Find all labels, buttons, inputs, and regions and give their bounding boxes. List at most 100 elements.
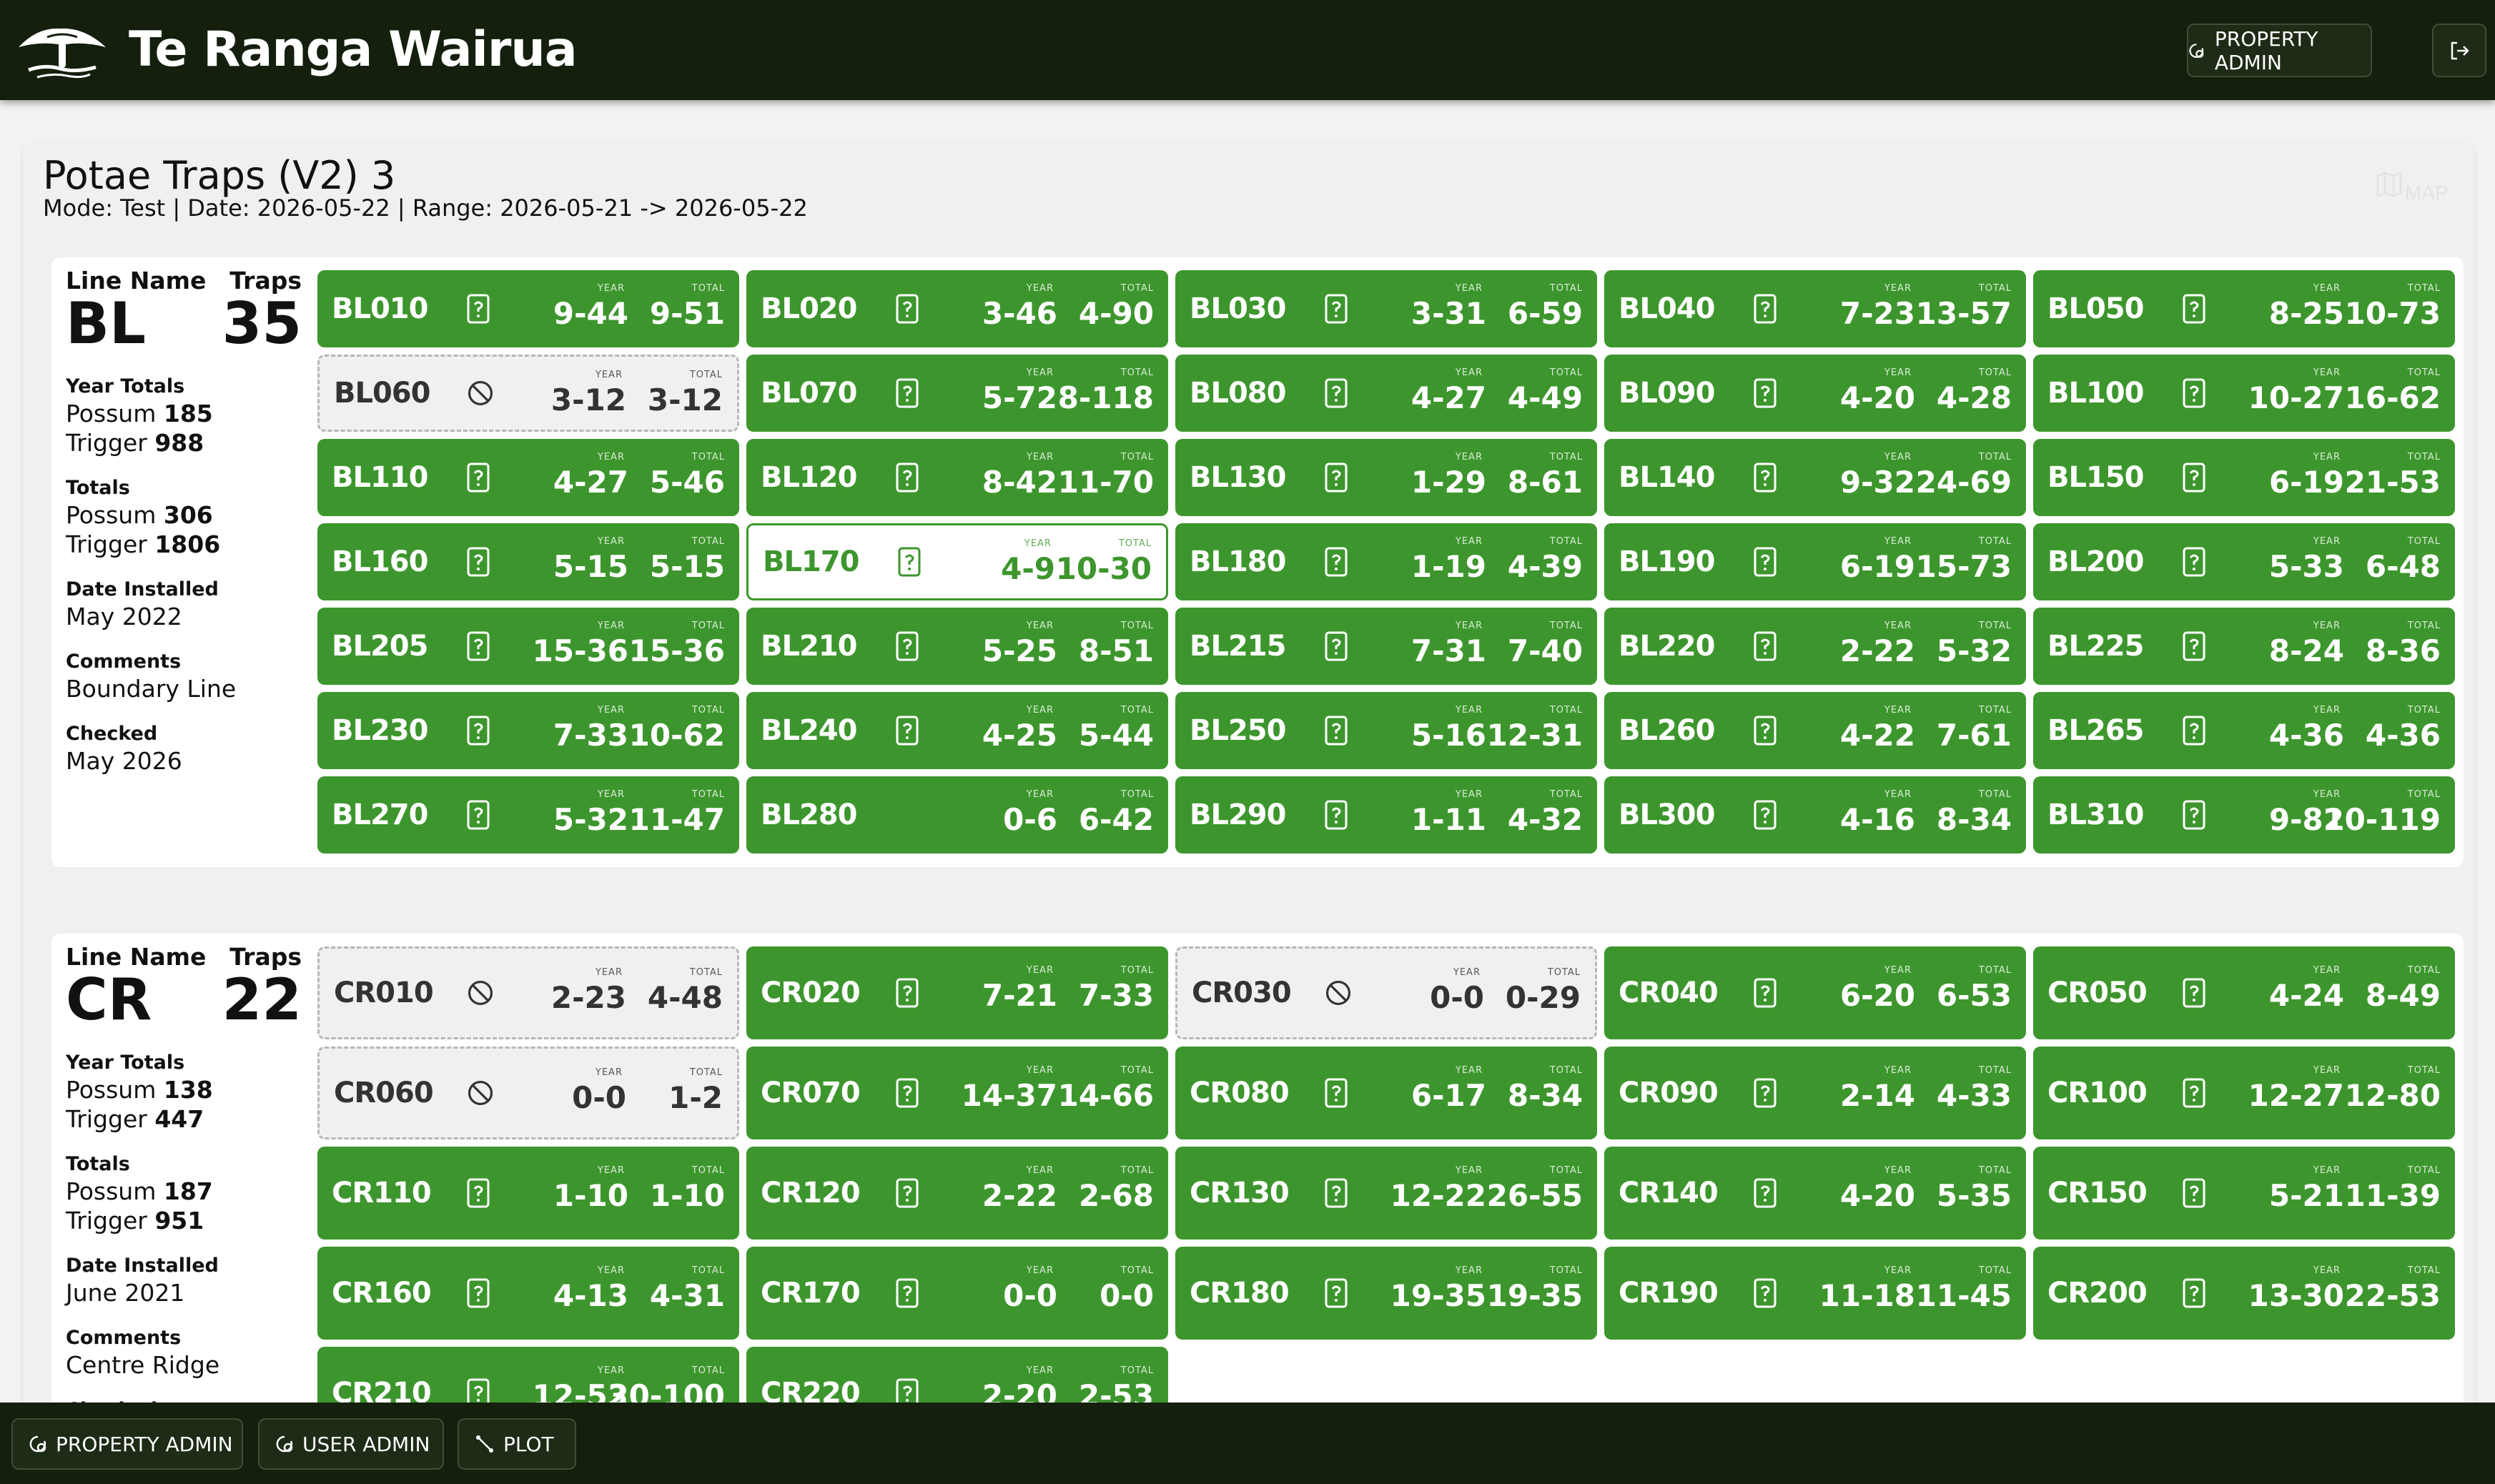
line-name-label: Line Name [66, 267, 207, 295]
trap-tile[interactable]: CR040 YEAR TOTAL 6-20 6-53 [1604, 946, 2026, 1039]
trap-tile[interactable]: CR110 YEAR TOTAL 1-10 1-10 [317, 1147, 739, 1240]
trap-code: CR090 [1619, 1077, 1719, 1109]
total-value: 5-32 [1936, 633, 2012, 668]
totals-label: Totals [66, 1153, 130, 1175]
trap-tile[interactable]: CR190 YEAR TOTAL 11-18 11-45 [1604, 1247, 2026, 1340]
total-value: 1-10 [649, 1178, 725, 1213]
trap-tile[interactable]: CR050 YEAR TOTAL 4-24 8-49 [2033, 946, 2455, 1039]
map-icon [2376, 172, 2402, 197]
year-value: 5-16 [1410, 718, 1486, 753]
trap-tile[interactable]: BL225 YEAR TOTAL 8-24 8-36 [2033, 608, 2455, 685]
trap-tile[interactable]: CR080 YEAR TOTAL 6-17 8-34 [1175, 1047, 1597, 1139]
trap-tile[interactable]: BL020 YEAR TOTAL 3-46 4-90 [746, 270, 1168, 347]
trap-device-icon [1325, 547, 1348, 577]
trap-tile[interactable]: BL230 YEAR TOTAL 7-33 10-62 [317, 692, 739, 769]
trap-tile[interactable]: BL130 YEAR TOTAL 1-29 8-61 [1175, 439, 1597, 516]
total-label: TOTAL [2407, 536, 2441, 547]
trap-tile[interactable]: BL070 YEAR TOTAL 5-72 8-118 [746, 355, 1168, 432]
footer-user-admin-button[interactable]: USER ADMIN [258, 1418, 444, 1470]
total-value: 21-53 [2344, 465, 2441, 500]
year-trigger-value: 988 [154, 429, 204, 457]
trap-device-icon [467, 1278, 490, 1308]
trap-tile[interactable]: BL260 YEAR TOTAL 4-22 7-61 [1604, 692, 2026, 769]
property-admin-button[interactable]: PROPERTY ADMIN [2187, 24, 2372, 77]
trap-code: CR180 [1190, 1277, 1290, 1310]
trap-tile[interactable]: CR160 YEAR TOTAL 4-13 4-31 [317, 1247, 739, 1340]
total-label: TOTAL [691, 620, 725, 631]
total-value: 4-32 [1507, 802, 1583, 837]
trap-code: BL230 [332, 714, 428, 747]
trap-tile[interactable]: CR030 YEAR TOTAL 0-0 0-29 [1175, 946, 1597, 1039]
footer-property-admin-button[interactable]: PROPERTY ADMIN [11, 1418, 243, 1470]
logout-button[interactable] [2432, 24, 2486, 77]
trap-tile[interactable]: BL110 YEAR TOTAL 4-27 5-46 [317, 439, 739, 516]
trap-tile[interactable]: BL205 YEAR TOTAL 15-36 15-36 [317, 608, 739, 685]
comments-value: Boundary Line [66, 675, 237, 703]
trap-tile[interactable]: BL290 YEAR TOTAL 1-11 4-32 [1175, 776, 1597, 854]
trap-tile[interactable]: CR010 YEAR TOTAL 2-23 4-48 [317, 946, 739, 1039]
year-label: YEAR [1884, 452, 1912, 462]
trap-tile[interactable]: BL220 YEAR TOTAL 2-22 5-32 [1604, 608, 2026, 685]
trap-tile[interactable]: BL190 YEAR TOTAL 6-19 15-73 [1604, 523, 2026, 600]
total-possum-value: 187 [163, 1177, 213, 1205]
year-label: YEAR [2313, 1065, 2341, 1076]
total-label: TOTAL [691, 1265, 725, 1276]
map-button[interactable]: MAP [2375, 170, 2449, 204]
trap-tile[interactable]: BL140 YEAR TOTAL 9-32 24-69 [1604, 439, 2026, 516]
trap-tile[interactable]: BL010 YEAR TOTAL 9-44 9-51 [317, 270, 739, 347]
year-label: YEAR [2313, 789, 2341, 800]
trap-tile[interactable]: CR060 YEAR TOTAL 0-0 1-2 [317, 1047, 739, 1139]
footer-plot-button[interactable]: PLOT [458, 1418, 576, 1470]
trap-tile[interactable]: CR090 YEAR TOTAL 2-14 4-33 [1604, 1047, 2026, 1139]
trap-tile[interactable]: CR120 YEAR TOTAL 2-22 2-68 [746, 1147, 1168, 1240]
trap-tile[interactable]: CR070 YEAR TOTAL 14-37 14-66 [746, 1047, 1168, 1139]
trap-tile[interactable]: CR150 YEAR TOTAL 5-21 11-39 [2033, 1147, 2455, 1240]
trap-tile[interactable]: BL040 YEAR TOTAL 7-23 13-57 [1604, 270, 2026, 347]
trap-tile[interactable]: BL120 YEAR TOTAL 8-42 11-70 [746, 439, 1168, 516]
total-trigger-value: 1806 [154, 530, 221, 558]
trap-tile[interactable]: BL300 YEAR TOTAL 4-16 8-34 [1604, 776, 2026, 854]
trap-tile[interactable]: CR200 YEAR TOTAL 13-30 22-53 [2033, 1247, 2455, 1340]
year-label: YEAR [1455, 1265, 1483, 1276]
trap-tile[interactable]: BL265 YEAR TOTAL 4-36 4-36 [2033, 692, 2455, 769]
trap-tile[interactable]: CR130 YEAR TOTAL 12-22 26-55 [1175, 1147, 1597, 1240]
year-value: 1-29 [1410, 465, 1486, 500]
trap-tile[interactable]: BL270 YEAR TOTAL 5-32 11-47 [317, 776, 739, 854]
trap-tile[interactable]: BL080 YEAR TOTAL 4-27 4-49 [1175, 355, 1597, 432]
trap-tile[interactable]: BL100 YEAR TOTAL 10-27 16-62 [2033, 355, 2455, 432]
trap-tile[interactable]: BL280 YEAR TOTAL 0-6 6-42 [746, 776, 1168, 854]
trap-tile[interactable]: CR170 YEAR TOTAL 0-0 0-0 [746, 1247, 1168, 1340]
year-label: YEAR [1026, 1065, 1054, 1076]
year-value: 7-23 [1839, 296, 1915, 331]
trap-tile[interactable]: BL030 YEAR TOTAL 3-31 6-59 [1175, 270, 1597, 347]
possum-label: Possum [66, 501, 157, 529]
total-label: TOTAL [1978, 1165, 2012, 1176]
trap-tile[interactable]: BL060 YEAR TOTAL 3-12 3-12 [317, 355, 739, 432]
trap-tile[interactable]: CR100 YEAR TOTAL 12-27 12-80 [2033, 1047, 2455, 1139]
year-value: 11-18 [1819, 1278, 1915, 1313]
trap-tile[interactable]: CR020 YEAR TOTAL 7-21 7-33 [746, 946, 1168, 1039]
trap-device-icon [1325, 631, 1348, 661]
trap-tile[interactable]: BL150 YEAR TOTAL 6-19 21-53 [2033, 439, 2455, 516]
total-label: TOTAL [689, 1067, 723, 1078]
trap-tile[interactable]: BL160 YEAR TOTAL 5-15 5-15 [317, 523, 739, 600]
total-label: TOTAL [2407, 367, 2441, 378]
app-title: Te Ranga Wairua [129, 21, 578, 78]
trap-tile[interactable]: BL200 YEAR TOTAL 5-33 6-48 [2033, 523, 2455, 600]
trap-tile[interactable]: BL210 YEAR TOTAL 5-25 8-51 [746, 608, 1168, 685]
trap-device-icon [1325, 462, 1348, 493]
trap-tile[interactable]: BL170 YEAR TOTAL 4-9 10-30 [746, 523, 1168, 600]
trap-tile[interactable]: BL090 YEAR TOTAL 4-20 4-28 [1604, 355, 2026, 432]
trap-tile[interactable]: BL050 YEAR TOTAL 8-25 10-73 [2033, 270, 2455, 347]
plot-line-icon [476, 1435, 493, 1453]
trap-tile[interactable]: CR180 YEAR TOTAL 19-35 19-35 [1175, 1247, 1597, 1340]
trap-tile[interactable]: BL180 YEAR TOTAL 1-19 4-39 [1175, 523, 1597, 600]
trap-tile[interactable]: BL240 YEAR TOTAL 4-25 5-44 [746, 692, 1168, 769]
trap-code: CR060 [334, 1077, 434, 1109]
trap-grid: CR010 YEAR TOTAL 2-23 4-48 CR020 YEAR TOTAL 7-21… [317, 946, 2455, 1440]
trap-tile[interactable]: BL310 YEAR TOTAL 9-82 10-119 [2033, 776, 2455, 854]
trap-tile[interactable]: BL250 YEAR TOTAL 5-16 12-31 [1175, 692, 1597, 769]
trap-tile[interactable]: CR140 YEAR TOTAL 4-20 5-35 [1604, 1147, 2026, 1240]
trap-tile[interactable]: BL215 YEAR TOTAL 7-31 7-40 [1175, 608, 1597, 685]
trap-code: BL050 [2047, 292, 2144, 325]
